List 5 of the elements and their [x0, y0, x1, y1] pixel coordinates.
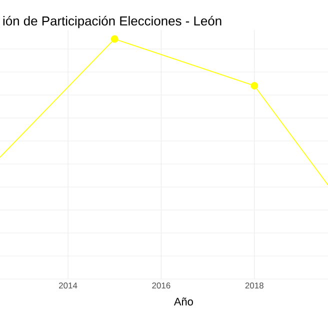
x-tick-label: 2014: [59, 282, 78, 289]
chart-title: ión de Participación Elecciones - León: [3, 16, 222, 28]
x-axis-title: Año: [174, 298, 193, 306]
x-tick-label: 2016: [152, 282, 170, 289]
x-tick-label: 2018: [245, 282, 264, 289]
